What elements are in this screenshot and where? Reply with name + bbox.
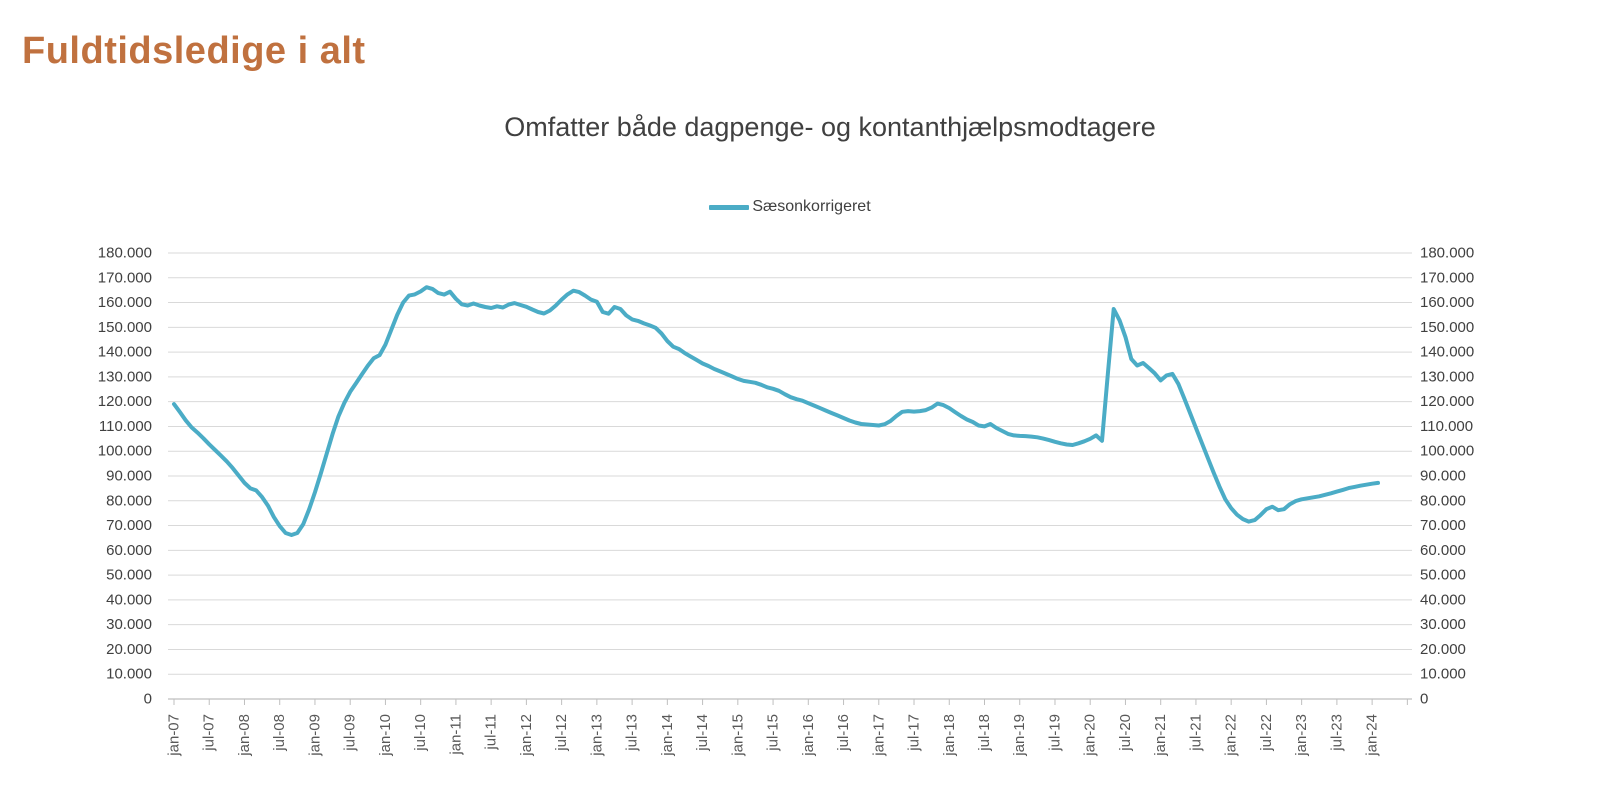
x-axis-label: jul-08: [271, 714, 288, 752]
x-axis-label: jul-10: [412, 714, 429, 752]
y-axis-label-left: 30.000: [106, 616, 152, 633]
y-axis-label-right: 40.000: [1420, 591, 1466, 608]
y-axis-label-right: 70.000: [1420, 517, 1466, 534]
x-axis-label: jan-12: [518, 714, 535, 757]
y-axis-label-left: 40.000: [106, 591, 152, 608]
x-axis-label: jan-24: [1364, 714, 1381, 757]
x-axis-label: jul-14: [694, 714, 711, 752]
y-axis-label-right: 140.000: [1420, 344, 1474, 361]
x-axis-label: jul-23: [1328, 714, 1345, 752]
y-axis-label-left: 80.000: [106, 492, 152, 509]
y-axis-label-right: 130.000: [1420, 368, 1474, 385]
y-axis-label-right: 120.000: [1420, 393, 1474, 410]
y-axis-label-left: 140.000: [98, 344, 152, 361]
y-axis-label-left: 180.000: [98, 245, 152, 262]
x-axis-label: jul-12: [553, 714, 570, 752]
data-line-saesonkorrigeret: [172, 285, 1380, 537]
x-axis-label: jul-17: [906, 714, 923, 752]
x-axis-label: jan-21: [1152, 714, 1169, 757]
x-axis-label: jan-22: [1223, 714, 1240, 757]
x-axis-label: jan-08: [236, 714, 253, 757]
y-axis-label-left: 0: [144, 691, 152, 708]
x-axis-label: jul-21: [1187, 714, 1204, 752]
x-axis-label: jan-15: [729, 714, 746, 757]
y-axis-label-left: 160.000: [98, 294, 152, 311]
y-axis-label-right: 60.000: [1420, 542, 1466, 559]
y-axis-label-right: 90.000: [1420, 468, 1466, 485]
y-axis-label-left: 130.000: [98, 368, 152, 385]
x-axis-label: jul-18: [976, 714, 993, 752]
y-axis-label-left: 20.000: [106, 641, 152, 658]
x-axis-label: jan-16: [800, 714, 817, 757]
legend-label: Sæsonkorrigeret: [752, 198, 871, 215]
y-axis-label-left: 170.000: [98, 269, 152, 286]
x-axis-label: jan-07: [166, 714, 183, 757]
x-axis-label: jan-11: [447, 714, 464, 756]
x-axis-label: jul-13: [624, 714, 641, 752]
x-axis-label: jan-14: [659, 714, 676, 757]
y-axis-label-left: 120.000: [98, 393, 152, 410]
y-axis-label-right: 20.000: [1420, 641, 1466, 658]
page-title: Fuldtidsledige i alt: [22, 30, 366, 72]
y-axis-label-right: 150.000: [1420, 319, 1474, 336]
y-axis-label-left: 150.000: [98, 319, 152, 336]
y-axis-label-left: 70.000: [106, 517, 152, 534]
y-axis-label-right: 160.000: [1420, 294, 1474, 311]
y-axis-label-right: 170.000: [1420, 269, 1474, 286]
x-axis-label: jul-11: [483, 714, 500, 751]
x-axis-label: jan-13: [588, 714, 605, 757]
y-axis-label-right: 180.000: [1420, 245, 1474, 262]
x-axis-label: jul-22: [1258, 714, 1275, 752]
y-axis-label-left: 100.000: [98, 443, 152, 460]
x-axis-label: jul-07: [201, 714, 218, 752]
y-axis-label-left: 110.000: [99, 418, 152, 435]
chart-title: Omfatter både dagpenge- og kontanthjælps…: [504, 112, 1156, 142]
legend-line-swatch: [709, 204, 750, 210]
chart-legend: Sæsonkorrigeret: [168, 198, 1412, 216]
x-axis-label: jan-10: [377, 714, 394, 757]
y-axis-label-left: 60.000: [106, 542, 152, 559]
x-axis-label: jul-19: [1046, 714, 1063, 752]
x-axis-label: jan-19: [1011, 714, 1028, 757]
x-axis-label: jul-20: [1117, 714, 1134, 752]
y-axis-label-right: 100.000: [1420, 443, 1474, 460]
y-axis-label-left: 50.000: [106, 567, 152, 584]
x-axis-label: jul-09: [342, 714, 359, 752]
y-axis-label-right: 50.000: [1420, 567, 1466, 584]
y-axis-label-right: 30.000: [1420, 616, 1466, 633]
y-axis-label-left: 10.000: [106, 666, 152, 683]
x-axis-label: jan-23: [1293, 714, 1310, 757]
x-axis-label: jan-20: [1082, 714, 1099, 757]
y-axis-label-right: 80.000: [1420, 492, 1466, 509]
y-axis-label-right: 10.000: [1420, 666, 1466, 683]
y-axis-label-left: 90.000: [106, 468, 152, 485]
x-axis-label: jan-17: [870, 714, 887, 757]
x-axis-label: jan-09: [306, 714, 323, 757]
x-axis-label: jul-16: [835, 714, 852, 752]
x-axis-label: jul-15: [765, 714, 782, 752]
y-axis-label-right: 110.000: [1420, 418, 1473, 435]
y-axis-label-right: 0: [1420, 691, 1428, 708]
x-axis-label: jan-18: [941, 714, 958, 757]
